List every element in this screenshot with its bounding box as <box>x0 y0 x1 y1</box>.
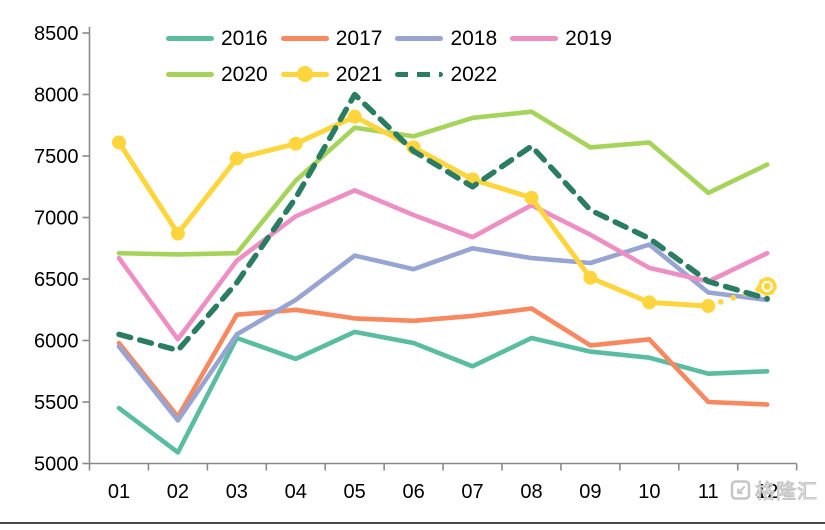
data-point-marker <box>170 226 185 241</box>
legend-item-2017: 2017 <box>280 26 383 50</box>
series-2018 <box>116 242 770 423</box>
legend-label-2020: 2020 <box>221 62 268 86</box>
series-2020 <box>116 109 770 257</box>
series-2019 <box>116 188 770 342</box>
x-axis-label: 07 <box>461 481 483 503</box>
y-axis-label: 6500 <box>34 269 79 291</box>
series-2021 <box>111 109 777 314</box>
series-line-2020 <box>116 109 770 257</box>
series-line-2017 <box>116 306 770 420</box>
legend-label-2022: 2022 <box>450 62 498 86</box>
data-point-marker <box>288 136 303 151</box>
starburst-marker <box>763 282 771 290</box>
legend-swatch-2019 <box>510 35 559 41</box>
legend-label-2019: 2019 <box>565 26 612 50</box>
data-point-marker <box>642 295 657 310</box>
legend-label-2018: 2018 <box>450 26 498 50</box>
x-axis-label: 09 <box>579 481 601 503</box>
legend-swatch-2022 <box>395 71 444 77</box>
y-axis-label: 7000 <box>34 208 79 230</box>
watermark: 格隆汇 <box>730 475 818 504</box>
x-axis-label: 08 <box>520 481 542 503</box>
x-axis-label: 01 <box>108 481 130 503</box>
y-axis-label: 8000 <box>34 85 79 107</box>
legend-item-2020: 2020 <box>166 64 268 85</box>
legend-item-2022: 2022 <box>395 64 497 85</box>
series-line-2019 <box>116 188 770 342</box>
legend-marker-dot <box>296 66 313 82</box>
legend-swatch-2021 <box>280 66 329 82</box>
bottom-border <box>0 522 825 524</box>
legend-swatch-2017 <box>280 35 329 41</box>
legend-label-2017: 2017 <box>335 26 383 50</box>
legend-row: 2016 2017 2018 2019 <box>166 24 625 52</box>
legend-row: 2020 2021 2022 <box>166 60 625 88</box>
forecast-segment <box>705 283 770 309</box>
starburst-marker-ring <box>757 276 777 296</box>
y-axis-label: 6000 <box>34 331 79 353</box>
legend-label-2021: 2021 <box>335 62 383 86</box>
series-line-2016 <box>116 329 770 455</box>
data-point-marker <box>229 151 244 166</box>
legend-swatch-2020 <box>166 71 214 77</box>
x-axis-label: 02 <box>167 481 189 503</box>
legend-item-2019: 2019 <box>510 28 612 49</box>
gelonghui-logo-icon <box>730 479 751 500</box>
x-axis-label: 06 <box>402 481 424 503</box>
data-point-marker <box>583 270 598 285</box>
legend-item-2016: 2016 <box>166 28 268 49</box>
y-axis-label: 8500 <box>34 23 79 45</box>
legend-item-2018: 2018 <box>395 28 497 49</box>
x-axis-label: 10 <box>638 481 660 503</box>
x-axis-label: 12 <box>756 481 778 503</box>
y-axis-label: 5500 <box>34 392 79 414</box>
series-2016 <box>116 329 770 455</box>
legend-item-2021: 2021 <box>280 62 383 86</box>
legend-swatch-2016 <box>166 35 214 41</box>
x-axis-label: 05 <box>344 481 366 503</box>
watermark-text: 格隆汇 <box>754 480 818 503</box>
data-point-marker <box>524 190 539 205</box>
data-point-marker <box>701 299 716 314</box>
x-axis-label: 11 <box>698 481 719 503</box>
y-axis-label: 7500 <box>34 146 79 168</box>
series-line-2018 <box>116 242 770 423</box>
x-axis-label: 03 <box>226 481 248 503</box>
legend-swatch-2018 <box>395 35 444 41</box>
chart-legend: 2016 2017 2018 2019 2020 2021 2022 <box>166 24 625 96</box>
legend-label-2016: 2016 <box>221 26 268 50</box>
series-2017 <box>116 306 770 420</box>
data-point-marker <box>111 135 126 150</box>
data-point-marker <box>347 109 362 124</box>
series-line-2022 <box>116 91 770 354</box>
y-axis-label: 5000 <box>34 454 79 476</box>
series-2022 <box>116 91 770 354</box>
x-axis-label: 04 <box>285 481 307 503</box>
